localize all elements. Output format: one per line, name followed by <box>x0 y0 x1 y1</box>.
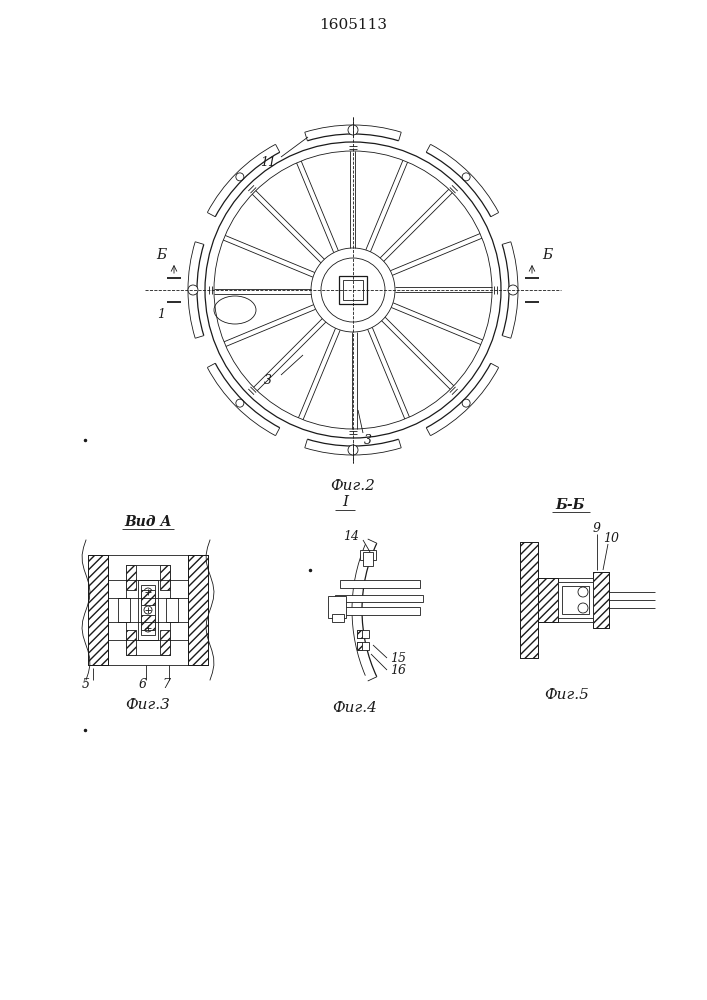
Text: Б-Б: Б-Б <box>555 498 585 512</box>
Bar <box>88 555 108 665</box>
Bar <box>328 596 346 618</box>
Bar <box>126 565 136 590</box>
Bar <box>160 565 170 590</box>
Bar <box>160 630 170 655</box>
Bar <box>88 555 108 665</box>
Text: Фиг.4: Фиг.4 <box>332 701 378 715</box>
Text: Вид А: Вид А <box>124 515 172 529</box>
Circle shape <box>508 285 518 295</box>
Text: Фиг.2: Фиг.2 <box>331 479 375 493</box>
Text: 3: 3 <box>264 373 272 386</box>
Circle shape <box>348 445 358 455</box>
Text: 14: 14 <box>343 530 359 544</box>
Bar <box>141 590 155 605</box>
Bar <box>538 578 558 622</box>
Text: 15: 15 <box>390 652 406 664</box>
Text: 10: 10 <box>603 532 619 544</box>
Text: 1605113: 1605113 <box>319 18 387 32</box>
Bar <box>357 630 369 638</box>
Text: 5: 5 <box>82 678 90 692</box>
Text: Б: Б <box>542 248 552 262</box>
Bar <box>138 580 158 640</box>
Bar <box>363 552 373 566</box>
Bar <box>118 598 130 622</box>
Circle shape <box>348 125 358 135</box>
Circle shape <box>578 587 588 597</box>
Bar <box>360 550 376 560</box>
Bar <box>357 630 362 638</box>
Text: 16: 16 <box>390 664 406 676</box>
Text: 9: 9 <box>593 522 601 534</box>
Bar <box>340 580 420 588</box>
Bar <box>141 585 155 635</box>
Text: Б: Б <box>156 248 166 262</box>
Circle shape <box>144 606 152 614</box>
Bar <box>593 572 609 628</box>
Bar <box>166 598 178 622</box>
Bar <box>343 280 363 300</box>
Text: Фиг.3: Фиг.3 <box>126 698 170 712</box>
Bar <box>357 642 369 650</box>
Bar <box>126 630 136 655</box>
Bar <box>126 565 170 655</box>
Circle shape <box>144 588 152 596</box>
Bar <box>520 542 538 658</box>
Bar <box>340 607 420 615</box>
Bar <box>188 555 208 665</box>
Text: 3: 3 <box>364 434 372 446</box>
Circle shape <box>578 603 588 613</box>
Text: 7: 7 <box>162 678 170 692</box>
Bar <box>520 542 538 658</box>
Text: 1: 1 <box>157 308 165 322</box>
Bar <box>141 615 155 630</box>
Text: I: I <box>342 495 348 509</box>
Bar <box>538 578 558 622</box>
Bar <box>593 572 609 628</box>
Bar <box>357 642 362 650</box>
Bar <box>538 578 593 622</box>
Circle shape <box>144 624 152 632</box>
Bar <box>339 276 367 304</box>
Bar <box>335 595 423 602</box>
Circle shape <box>188 285 198 295</box>
Bar <box>332 614 344 622</box>
Bar <box>188 555 208 665</box>
Text: Фиг.5: Фиг.5 <box>544 688 590 702</box>
Text: 6: 6 <box>139 678 147 692</box>
Bar <box>562 586 589 614</box>
Text: 11: 11 <box>260 155 276 168</box>
Bar <box>558 582 593 618</box>
